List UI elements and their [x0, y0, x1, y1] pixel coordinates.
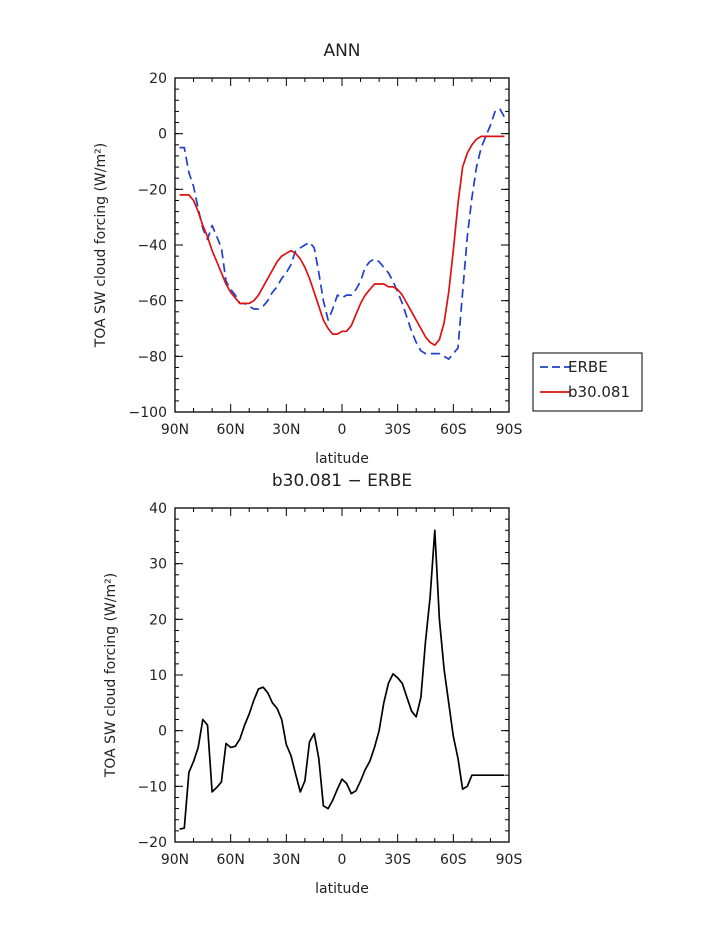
bottom-x-tick-label: 30N — [272, 852, 300, 868]
bottom-x-tick-label: 30S — [384, 852, 411, 868]
bottom-chart-x-axis-title: latitude — [315, 881, 369, 897]
bottom-x-tick-label: 60N — [217, 852, 245, 868]
legend-label-erbe: ERBE — [568, 358, 608, 376]
bottom-y-tick-label: −20 — [137, 835, 167, 851]
legend-box — [532, 352, 643, 412]
bottom-chart-y-axis-title: TOA SW cloud forcing (W/m²) — [103, 573, 119, 778]
top-y-tick-label: −40 — [137, 238, 167, 254]
top-series-line-erbe — [179, 107, 506, 360]
top-y-tick-label: 0 — [158, 127, 167, 143]
top-y-tick-label: −20 — [137, 182, 167, 198]
top-chart-series — [179, 107, 506, 360]
top-chart-plot-frame — [174, 77, 510, 413]
top-series-line-b30-081 — [179, 135, 505, 347]
bottom-y-tick-label: 10 — [149, 668, 167, 684]
legend: ERBE b30.081 — [532, 352, 643, 412]
bottom-chart-title: b30.081 − ERBE — [272, 471, 412, 491]
top-y-tick-label: −80 — [137, 349, 167, 365]
top-chart-y-axis-title: TOA SW cloud forcing (W/m²) — [93, 143, 109, 348]
bottom-x-tick-label: 0 — [338, 852, 347, 868]
top-chart: ANN 90N 60N 30N 0 30S 60S 90S 20 0 −20 −40 −60 −80 −1… — [93, 41, 522, 467]
bottom-chart: b30.081 − ERBE 90N 60N 30N 0 30S 60S 90S 40 30 20… — [103, 471, 522, 897]
top-x-tick-label: 30S — [384, 422, 411, 438]
bottom-x-tick-label: 90N — [161, 852, 189, 868]
top-x-tick-label: 90S — [496, 422, 523, 438]
bottom-y-tick-label: 0 — [158, 724, 167, 740]
bottom-chart-ticks: 90N 60N 30N 0 30S 60S 90S 40 30 20 10 0 −10 −20 — [137, 501, 522, 868]
bottom-x-tick-label: 60S — [440, 852, 467, 868]
top-chart-title: ANN — [323, 41, 360, 61]
bottom-series-line-difference — [179, 529, 505, 831]
top-x-tick-label: 60N — [217, 422, 245, 438]
top-x-tick-label: 60S — [440, 422, 467, 438]
bottom-x-tick-label: 90S — [496, 852, 523, 868]
top-chart-x-axis-title: latitude — [315, 451, 369, 467]
top-y-tick-label: −100 — [129, 405, 167, 421]
top-y-tick-label: 20 — [149, 71, 167, 87]
top-x-tick-label: 0 — [338, 422, 347, 438]
bottom-y-tick-label: 40 — [149, 501, 167, 517]
top-x-tick-label: 30N — [272, 422, 300, 438]
top-x-tick-label: 90N — [161, 422, 189, 438]
bottom-y-tick-label: 20 — [149, 612, 167, 628]
bottom-y-tick-label: 30 — [149, 557, 167, 573]
bottom-y-tick-label: −10 — [137, 779, 167, 795]
legend-label-b30-081: b30.081 — [568, 383, 630, 401]
top-y-tick-label: −60 — [137, 294, 167, 310]
bottom-chart-series — [179, 529, 505, 831]
top-chart-ticks: 90N 60N 30N 0 30S 60S 90S 20 0 −20 −40 −60 −80 −100 — [129, 71, 523, 438]
bottom-chart-plot-frame — [174, 507, 510, 843]
